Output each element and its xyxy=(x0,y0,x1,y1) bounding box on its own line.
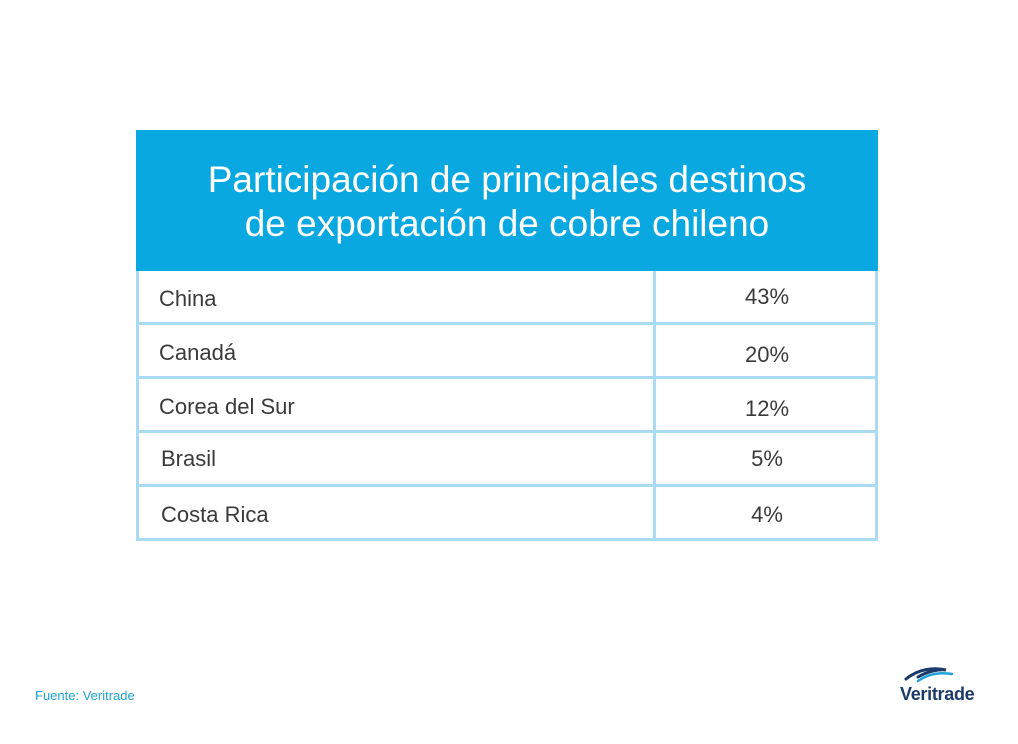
share-cell: 12% xyxy=(744,396,790,421)
share-cell: 4% xyxy=(751,502,783,527)
source-note: Fuente: Veritrade xyxy=(35,688,135,703)
country-cell: Brasil xyxy=(161,446,217,471)
table-row: Costa Rica 4% xyxy=(139,487,875,541)
country-cell: China xyxy=(159,286,217,311)
share-cell: 20% xyxy=(744,342,790,367)
country-cell: Corea del Sur xyxy=(159,394,295,419)
logo-swoosh-icon xyxy=(904,667,954,683)
column-divider xyxy=(653,271,656,541)
table-row: Canadá 20% xyxy=(139,325,875,379)
table-title-line-1: Participación de principales destinos xyxy=(207,158,807,200)
table-title-line-2: de exportación de cobre chileno xyxy=(244,202,770,244)
export-share-table: Participación de principales destinos de… xyxy=(136,130,878,541)
table-row: Brasil 5% xyxy=(139,433,875,487)
country-cell: Canadá xyxy=(159,340,237,365)
veritrade-logo: Veritrade xyxy=(900,667,984,709)
table-body: China 43% Canadá 20% Corea del Sur 12% B… xyxy=(136,271,878,541)
share-cell: 43% xyxy=(744,284,790,309)
table-row: Corea del Sur 12% xyxy=(139,379,875,433)
table-title: Participación de principales destinos de… xyxy=(136,130,878,271)
country-cell: Costa Rica xyxy=(161,502,269,527)
logo-wordmark: Veritrade xyxy=(900,684,975,704)
table-row: China 43% xyxy=(139,271,875,325)
share-cell: 5% xyxy=(751,446,783,471)
